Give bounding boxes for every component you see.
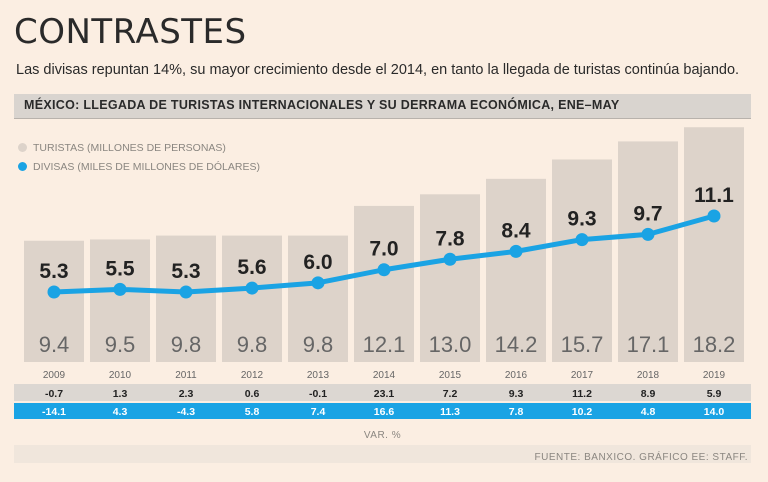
bar-value-label-2016: 14.2 [495, 332, 538, 357]
point-value-label-2012: 5.6 [237, 256, 266, 279]
pct-row-tourists-bg [14, 384, 751, 401]
point-value-label-2019: 11.1 [694, 184, 734, 207]
point-currency-2015 [443, 252, 457, 266]
legend-swatch-currency [18, 162, 27, 171]
source-note: FUENTE: BANXICO. GRÁFICO EE: STAFF. [534, 452, 748, 463]
legend-item-tourists: TURISTAS (MILLONES DE PERSONAS) [18, 138, 260, 157]
point-value-label-2017: 9.3 [567, 208, 596, 231]
bar-tourists-2018 [618, 141, 678, 362]
pct-tourists-2015: 7.2 [443, 388, 458, 400]
pct-tourists-2009: -0.7 [45, 388, 63, 400]
bar-value-label-2013: 9.8 [303, 332, 334, 357]
point-currency-2018 [641, 227, 655, 241]
point-value-label-2018: 9.7 [633, 202, 662, 225]
point-currency-2017 [575, 233, 589, 247]
bar-tourists-2016 [486, 178, 546, 362]
pct-tourists-2012: 0.6 [245, 388, 260, 400]
x-tick-label-2013: 2013 [307, 370, 330, 381]
bar-tourists-2019 [684, 127, 744, 362]
section-header: MÉXICO: LLEGADA DE TURISTAS INTERNACIONA… [14, 94, 751, 119]
pct-row-currency-bg [14, 403, 751, 419]
point-value-label-2009: 5.3 [39, 260, 68, 283]
pct-currency-2014: 16.6 [374, 406, 395, 418]
bar-value-label-2017: 15.7 [561, 332, 604, 357]
bar-value-label-2014: 12.1 [363, 332, 406, 357]
x-tick-label-2011: 2011 [175, 370, 197, 381]
pct-tourists-2018: 8.9 [641, 388, 656, 400]
pct-tourists-2013: -0.1 [309, 388, 327, 400]
bar-tourists-2010 [90, 239, 150, 362]
x-tick-label-2010: 2010 [109, 370, 132, 381]
legend-swatch-tourists [18, 143, 27, 152]
pct-tourists-2017: 11.2 [572, 388, 592, 400]
point-value-label-2016: 8.4 [501, 219, 531, 242]
point-currency-2010 [113, 282, 127, 296]
bar-tourists-2017 [552, 159, 612, 362]
pct-currency-2010: 4.3 [113, 406, 128, 418]
x-tick-label-2017: 2017 [571, 370, 594, 381]
bar-value-label-2011: 9.8 [171, 332, 202, 357]
legend: TURISTAS (MILLONES DE PERSONAS) DIVISAS … [18, 138, 260, 176]
x-tick-label-2014: 2014 [373, 370, 396, 381]
pct-unit-label: VAR. % [363, 430, 402, 441]
point-currency-2009 [47, 285, 61, 299]
pct-tourists-2014: 23.1 [374, 388, 395, 400]
point-value-label-2011: 5.3 [171, 260, 200, 283]
chart-subtitle: Las divisas repuntan 14%, su mayor creci… [16, 62, 740, 78]
bar-value-label-2009: 9.4 [39, 332, 70, 357]
bar-value-label-2018: 17.1 [627, 332, 670, 357]
x-tick-label-2009: 2009 [43, 370, 66, 381]
section-title: MÉXICO: LLEGADA DE TURISTAS INTERNACIONA… [24, 98, 620, 112]
bar-tourists-2009 [24, 240, 84, 362]
point-currency-2016 [509, 244, 523, 258]
bar-tourists-2013 [288, 235, 348, 362]
bar-tourists-2011 [156, 235, 216, 362]
x-tick-label-2015: 2015 [439, 370, 462, 381]
pct-currency-2018: 4.8 [641, 406, 656, 418]
pct-currency-2011: -4.3 [177, 406, 195, 418]
chart-title: CONTRASTES [14, 12, 247, 52]
pct-currency-2013: 7.4 [311, 406, 326, 418]
legend-label-tourists: TURISTAS (MILLONES DE PERSONAS) [33, 141, 226, 154]
legend-label-currency: DIVISAS (MILES DE MILLONES DE DÓLARES) [33, 160, 260, 173]
pct-tourists-2019: 5.9 [707, 388, 722, 400]
legend-item-currency: DIVISAS (MILES DE MILLONES DE DÓLARES) [18, 157, 260, 176]
point-value-label-2014: 7.0 [369, 238, 398, 261]
bar-value-label-2019: 18.2 [693, 332, 736, 357]
point-value-label-2015: 7.8 [435, 227, 465, 250]
pct-currency-2009: -14.1 [42, 406, 66, 418]
x-tick-label-2012: 2012 [241, 370, 264, 381]
bar-value-label-2012: 9.8 [237, 332, 268, 357]
pct-currency-2016: 7.8 [509, 406, 524, 418]
bar-tourists-2012 [222, 235, 282, 362]
point-currency-2012 [245, 281, 259, 295]
pct-currency-2015: 11.3 [440, 406, 460, 418]
pct-currency-2012: 5.8 [245, 406, 260, 418]
pct-tourists-2010: 1.3 [113, 388, 128, 400]
bar-value-label-2015: 13.0 [429, 332, 472, 357]
bar-tourists-2014 [354, 205, 414, 362]
point-currency-2013 [311, 276, 325, 290]
point-currency-2014 [377, 263, 391, 277]
pct-tourists-2016: 9.3 [509, 388, 524, 400]
pct-tourists-2011: 2.3 [179, 388, 194, 400]
point-value-label-2013: 6.0 [303, 251, 332, 274]
source-bar [14, 445, 751, 463]
point-currency-2019 [707, 209, 721, 223]
pct-currency-2017: 10.2 [572, 406, 593, 418]
bar-tourists-2015 [420, 194, 480, 362]
point-value-label-2010: 5.5 [105, 257, 135, 280]
x-tick-label-2016: 2016 [505, 370, 528, 381]
pct-currency-2019: 14.0 [704, 406, 725, 418]
x-tick-label-2019: 2019 [703, 370, 726, 381]
bar-value-label-2010: 9.5 [105, 332, 136, 357]
x-tick-label-2018: 2018 [637, 370, 660, 381]
point-currency-2011 [179, 285, 193, 299]
